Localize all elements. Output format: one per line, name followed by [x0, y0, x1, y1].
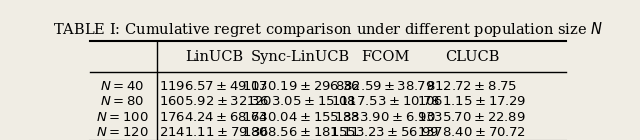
Text: $1764.24 \pm 68.64$: $1764.24 \pm 68.64$: [159, 111, 269, 124]
Text: $N = 80$: $N = 80$: [100, 95, 144, 108]
Text: $1170.19 \pm 296.36$: $1170.19 \pm 296.36$: [242, 80, 360, 93]
Text: $1730.04 \pm 155.83$: $1730.04 \pm 155.83$: [242, 111, 360, 124]
Text: $1553.23 \pm 56.99$: $1553.23 \pm 56.99$: [330, 126, 440, 139]
Text: $2141.11 \pm 79.36$: $2141.11 \pm 79.36$: [159, 126, 269, 139]
Text: $1605.92 \pm 32.36$: $1605.92 \pm 32.36$: [159, 95, 269, 108]
Text: FCOM: FCOM: [361, 50, 409, 64]
Text: TABLE I: Cumulative regret comparison under different population size $N$: TABLE I: Cumulative regret comparison un…: [53, 20, 603, 39]
Text: $1203.05 \pm 15.08$: $1203.05 \pm 15.08$: [246, 95, 356, 108]
Text: $N = 40$: $N = 40$: [100, 80, 144, 93]
Text: $812.72 \pm 8.75$: $812.72 \pm 8.75$: [426, 80, 517, 93]
Text: $N = 100$: $N = 100$: [96, 111, 148, 124]
Text: Sync-LinUCB: Sync-LinUCB: [251, 50, 350, 64]
Text: $1378.40 \pm 70.72$: $1378.40 \pm 70.72$: [417, 126, 526, 139]
Text: $1808.56 \pm 181.11$: $1808.56 \pm 181.11$: [242, 126, 360, 139]
Text: CLUCB: CLUCB: [445, 50, 499, 64]
Text: $1061.15 \pm 17.29$: $1061.15 \pm 17.29$: [417, 95, 526, 108]
Text: $1335.70 \pm 22.89$: $1335.70 \pm 22.89$: [417, 111, 526, 124]
Text: LinUCB: LinUCB: [185, 50, 243, 64]
Text: $1383.90 \pm 6.90$: $1383.90 \pm 6.90$: [334, 111, 436, 124]
Text: $1196.57 \pm 49.03$: $1196.57 \pm 49.03$: [159, 80, 268, 93]
Text: $1117.53 \pm 10.78$: $1117.53 \pm 10.78$: [330, 95, 440, 108]
Text: $882.59 \pm 38.79$: $882.59 \pm 38.79$: [335, 80, 435, 93]
Text: $N = 120$: $N = 120$: [96, 126, 148, 139]
